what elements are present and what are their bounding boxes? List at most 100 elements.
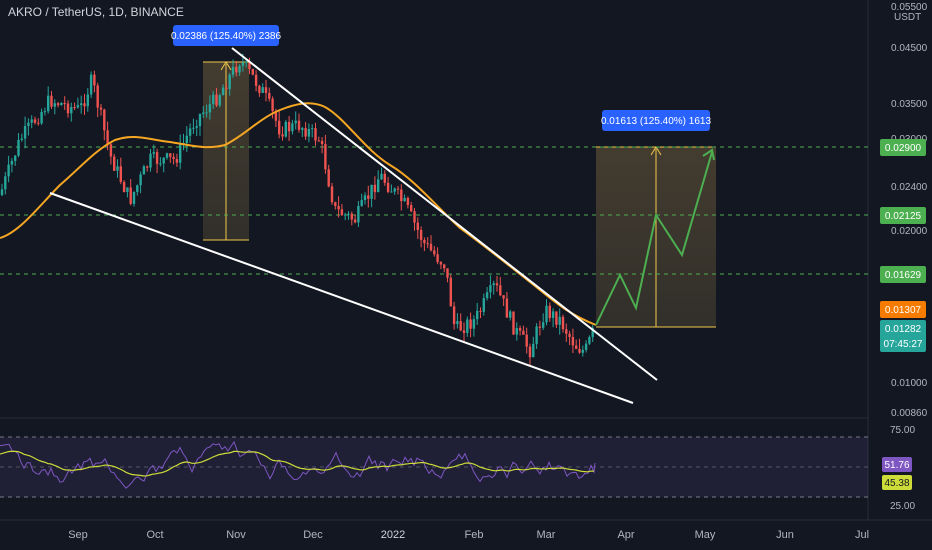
candle-body bbox=[80, 103, 83, 106]
candle-body bbox=[509, 311, 512, 318]
time-tick: Jun bbox=[776, 529, 794, 541]
time-axis: Sep Oct Nov Dec 2022 Feb Mar Apr May Jun… bbox=[68, 529, 869, 541]
candle-body bbox=[66, 103, 70, 114]
candle-body bbox=[469, 319, 472, 329]
candle-body bbox=[538, 326, 542, 328]
candle-body bbox=[264, 87, 268, 93]
candle-body bbox=[350, 213, 353, 220]
candle-body bbox=[251, 68, 254, 75]
candle-body bbox=[344, 214, 347, 216]
candle-body bbox=[479, 310, 482, 312]
candle-body bbox=[558, 316, 561, 325]
price-badge: 0.01629 bbox=[885, 270, 922, 281]
candle-body bbox=[485, 292, 489, 299]
currency-label: USDT bbox=[894, 12, 921, 23]
candle-body bbox=[287, 121, 291, 132]
price-badge: 0.01282 bbox=[885, 324, 922, 335]
price-tick: 0.05500 bbox=[891, 2, 928, 13]
projection-path[interactable] bbox=[595, 151, 713, 326]
candle-body bbox=[96, 85, 99, 108]
measure-label-left: 0.02386 (125.40%) 2386 bbox=[171, 31, 282, 42]
candle-body bbox=[456, 321, 459, 325]
candle-body bbox=[106, 130, 109, 145]
candle-body bbox=[571, 336, 575, 346]
candle-body bbox=[347, 213, 350, 215]
candle-body bbox=[37, 122, 40, 124]
candle-body bbox=[466, 319, 469, 333]
rsi-line bbox=[0, 440, 596, 489]
candle-body bbox=[390, 191, 393, 193]
candle-body bbox=[30, 119, 33, 123]
candle-body bbox=[575, 345, 578, 349]
price-tick: 0.02000 bbox=[891, 226, 928, 237]
candle-body bbox=[0, 189, 4, 195]
candle-body bbox=[14, 155, 17, 161]
candle-body bbox=[228, 74, 231, 90]
candle-body bbox=[284, 121, 287, 137]
measure-label-left-bg bbox=[173, 25, 279, 46]
candle-body bbox=[188, 128, 192, 136]
candle-body bbox=[551, 311, 555, 318]
candle-body bbox=[581, 349, 584, 353]
candle-body bbox=[505, 298, 509, 318]
candle-body bbox=[320, 140, 324, 145]
candle-body bbox=[373, 184, 377, 193]
time-tick: Nov bbox=[226, 529, 246, 541]
candle-body bbox=[377, 179, 380, 193]
candle-body bbox=[89, 74, 93, 95]
candle-body bbox=[268, 92, 271, 99]
time-tick: Feb bbox=[465, 529, 484, 541]
upper-trendline[interactable] bbox=[231, 47, 658, 381]
candle-body bbox=[7, 164, 10, 177]
candle-body bbox=[142, 166, 146, 175]
candle-body bbox=[73, 107, 76, 109]
candle-body bbox=[340, 209, 344, 216]
candle-body bbox=[436, 254, 439, 263]
candle-body bbox=[294, 120, 297, 124]
candle-body bbox=[53, 103, 56, 107]
candle-body bbox=[70, 107, 73, 114]
candle-body bbox=[462, 330, 466, 333]
candle-body bbox=[60, 103, 63, 106]
candle-body bbox=[512, 311, 515, 335]
rsi-badge: 45.38 bbox=[884, 478, 909, 489]
candle-body bbox=[274, 111, 278, 121]
measure-label-right-bg bbox=[602, 110, 710, 131]
candle-body bbox=[215, 94, 218, 106]
candle-body bbox=[528, 346, 532, 358]
candle-body bbox=[139, 174, 142, 186]
candle-body bbox=[56, 103, 60, 106]
candle-body bbox=[555, 311, 558, 325]
candle-body bbox=[307, 129, 311, 137]
candle-body bbox=[63, 103, 66, 105]
price-tick: 0.02400 bbox=[891, 182, 928, 193]
candle-body bbox=[489, 285, 492, 293]
candle-body bbox=[578, 348, 581, 353]
candle-body bbox=[443, 264, 446, 269]
candle-body bbox=[198, 114, 202, 127]
candle-body bbox=[495, 283, 499, 286]
candle-body bbox=[99, 107, 103, 110]
candle-body bbox=[482, 298, 485, 312]
time-tick: May bbox=[695, 529, 716, 541]
candle-body bbox=[169, 153, 172, 157]
candle-body bbox=[429, 243, 433, 251]
candle-body bbox=[162, 157, 165, 164]
candle-body bbox=[548, 305, 551, 318]
candle-body bbox=[40, 111, 43, 124]
candle-body bbox=[370, 184, 373, 199]
candle-body bbox=[532, 343, 535, 358]
price-badge-bg bbox=[880, 266, 926, 283]
candle-body bbox=[499, 285, 502, 296]
candle-body bbox=[86, 94, 89, 107]
candle-body bbox=[33, 119, 37, 123]
time-tick: Oct bbox=[146, 529, 163, 541]
candle-body bbox=[185, 135, 188, 143]
candle-body bbox=[281, 134, 284, 137]
candle-body bbox=[433, 250, 436, 255]
time-tick: Mar bbox=[537, 529, 556, 541]
price-tick: 0.04500 bbox=[891, 43, 928, 54]
lower-trendline[interactable] bbox=[49, 192, 634, 404]
candle-body bbox=[271, 98, 274, 112]
